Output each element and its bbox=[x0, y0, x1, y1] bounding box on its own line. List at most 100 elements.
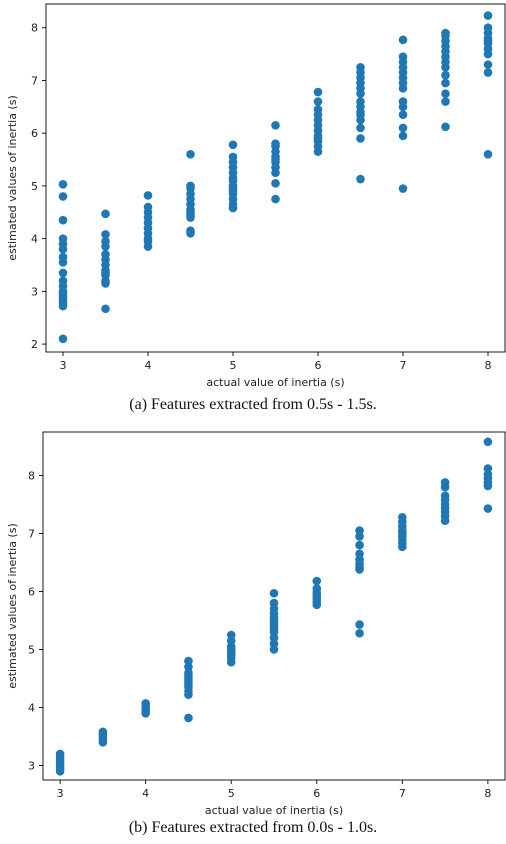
scatter-point bbox=[355, 532, 364, 541]
scatter-point bbox=[55, 767, 65, 776]
x-tick-label: 6 bbox=[313, 787, 320, 800]
scatter-point bbox=[398, 184, 408, 193]
scatter-point bbox=[483, 68, 493, 77]
scatter-point bbox=[483, 60, 493, 69]
x-tick-label: 7 bbox=[400, 359, 407, 372]
scatter-point bbox=[184, 713, 193, 723]
scatter-point bbox=[356, 134, 365, 143]
scatter-point bbox=[483, 11, 493, 20]
scatter-point bbox=[98, 738, 108, 747]
scatter-point bbox=[101, 242, 110, 251]
x-axis-label: actual value of inertia (s) bbox=[205, 804, 343, 817]
x-tick-label: 4 bbox=[142, 787, 149, 800]
scatter-point bbox=[58, 268, 68, 278]
y-tick-label: 8 bbox=[31, 22, 38, 35]
scatter-point bbox=[141, 709, 150, 718]
scatter-point bbox=[184, 690, 193, 700]
plot-frame bbox=[42, 431, 506, 781]
y-tick-label: 5 bbox=[31, 180, 38, 193]
scatter-point bbox=[58, 215, 68, 225]
y-tick-label: 4 bbox=[31, 233, 38, 246]
scatter-point bbox=[58, 180, 68, 189]
scatter-point bbox=[483, 149, 493, 159]
caption-a: (a) Features extracted from 0.5s - 1.5s. bbox=[129, 396, 377, 413]
scatter-points bbox=[55, 437, 493, 776]
y-tick-label: 3 bbox=[28, 760, 35, 773]
scatter-point bbox=[58, 192, 68, 201]
x-tick-label: 8 bbox=[485, 359, 492, 372]
scatter-point bbox=[58, 244, 68, 254]
scatter-point bbox=[186, 149, 195, 159]
y-tick-label: 6 bbox=[28, 586, 35, 599]
scatter-point bbox=[58, 301, 68, 311]
x-tick-label: 3 bbox=[60, 359, 67, 372]
scatter-point bbox=[441, 70, 450, 80]
x-tick-label: 5 bbox=[228, 787, 235, 800]
scatter-point bbox=[355, 620, 364, 629]
scatter-point bbox=[313, 87, 323, 97]
scatter-chart-b: 3 4 5 6 7 8 3 4 5 6 7 8 actual value of inertia (s) e… bbox=[6, 431, 506, 817]
y-tick-label: 8 bbox=[28, 470, 35, 483]
scatter-point bbox=[228, 203, 238, 213]
scatter-point bbox=[271, 168, 280, 178]
scatter-point bbox=[441, 97, 450, 106]
scatter-point bbox=[101, 279, 110, 288]
y-tick-label: 7 bbox=[28, 528, 35, 541]
scatter-point bbox=[58, 334, 68, 344]
scatter-point bbox=[440, 516, 450, 526]
chart-panel-b: 3 4 5 6 7 8 3 4 5 6 7 8 actual value of inertia (s) e… bbox=[0, 422, 506, 844]
scatter-point bbox=[226, 657, 236, 667]
y-tick-label: 3 bbox=[31, 285, 38, 298]
scatter-point bbox=[228, 140, 238, 150]
scatter-point bbox=[441, 62, 450, 72]
scatter-point bbox=[398, 542, 407, 552]
scatter-chart-a: 3 4 5 6 7 8 2 3 4 5 6 7 8 actual value of inertia (s)… bbox=[6, 3, 506, 389]
scatter-point bbox=[312, 576, 322, 586]
scatter-point bbox=[101, 304, 110, 314]
scatter-point bbox=[440, 482, 450, 492]
scatter-point bbox=[441, 122, 450, 132]
scatter-point bbox=[269, 645, 279, 654]
scatter-point bbox=[398, 131, 408, 141]
scatter-point bbox=[186, 229, 195, 238]
scatter-point bbox=[312, 600, 322, 610]
scatter-point bbox=[355, 565, 364, 574]
scatter-point bbox=[483, 437, 493, 447]
caption-b: (b) Features extracted from 0.0s - 1.0s. bbox=[128, 819, 378, 836]
scatter-point bbox=[271, 120, 280, 130]
scatter-point bbox=[355, 540, 364, 550]
x-tick-label: 8 bbox=[484, 787, 491, 800]
y-tick-label: 6 bbox=[31, 127, 38, 140]
y-tick-label: 7 bbox=[31, 74, 38, 87]
scatter-point bbox=[356, 123, 365, 133]
scatter-point bbox=[398, 110, 408, 120]
scatter-point bbox=[355, 628, 364, 638]
scatter-point bbox=[398, 84, 408, 93]
scatter-point bbox=[143, 242, 153, 251]
y-axis-label: estimated values of inertia (s) bbox=[6, 523, 19, 689]
scatter-point bbox=[398, 123, 408, 133]
scatter-point bbox=[441, 89, 450, 98]
x-axis-label: actual value of inertia (s) bbox=[206, 376, 344, 389]
scatter-point bbox=[101, 230, 110, 239]
scatter-point bbox=[398, 102, 408, 112]
scatter-point bbox=[186, 213, 195, 222]
scatter-point bbox=[356, 115, 365, 125]
scatter-point bbox=[483, 49, 493, 59]
scatter-point bbox=[58, 258, 68, 267]
x-tick-label: 7 bbox=[399, 787, 406, 800]
scatter-point bbox=[483, 481, 493, 491]
scatter-point bbox=[356, 89, 365, 98]
scatter-point bbox=[269, 588, 279, 598]
scatter-point bbox=[271, 194, 280, 204]
scatter-points bbox=[58, 11, 493, 344]
plot-frame bbox=[45, 3, 506, 353]
x-tick-label: 5 bbox=[230, 359, 237, 372]
scatter-point bbox=[441, 78, 450, 88]
scatter-point bbox=[101, 209, 110, 219]
scatter-point bbox=[313, 147, 323, 156]
y-axis-label: estimated values of inertia (s) bbox=[6, 95, 19, 261]
scatter-point bbox=[483, 504, 493, 513]
y-tick-label: 2 bbox=[31, 338, 38, 351]
y-tick-label: 4 bbox=[28, 702, 35, 715]
